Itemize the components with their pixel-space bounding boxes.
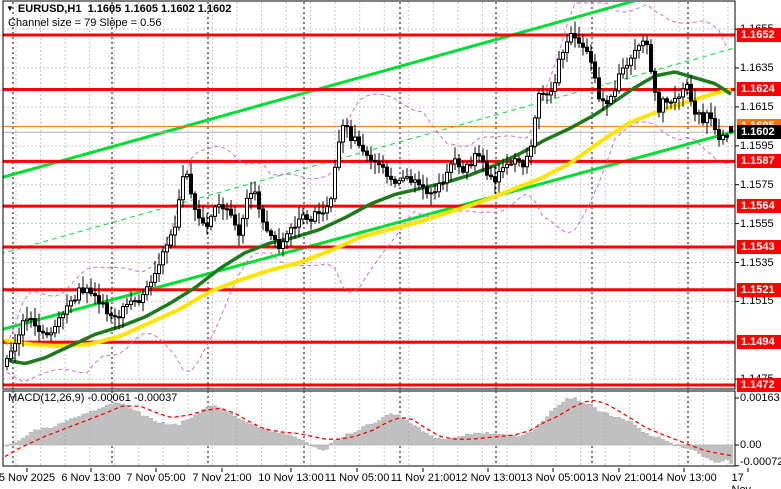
price-axis-label: 1.1575 xyxy=(740,178,774,191)
price-axis-label: 1.1515 xyxy=(740,295,774,308)
grid-lines xyxy=(3,2,735,466)
yellow-ma-line xyxy=(4,87,732,348)
level-price-tag: 1.1543 xyxy=(737,239,781,254)
channel-info-label: Channel size = 79 Slope = 0.56 xyxy=(8,17,162,29)
level-price-tag: 1.1521 xyxy=(737,282,781,297)
pane-borders xyxy=(2,0,749,472)
level-price-tag: 1.1564 xyxy=(737,199,781,214)
price-axis-label: 1.1595 xyxy=(740,139,774,152)
macd-axis-label: 0.00 xyxy=(740,439,762,451)
price-axis-label: 1.1615 xyxy=(740,100,774,113)
level-price-tag: 1.1472 xyxy=(737,378,781,392)
time-axis-label[interactable]: 10 Nov 13:00 xyxy=(258,472,324,484)
macd-name: MACD(12,26,9) xyxy=(8,392,85,404)
regression-channel xyxy=(3,2,735,331)
time-axis-label[interactable]: 7 Nov 21:00 xyxy=(192,472,252,484)
level-price-tag: 1.1587 xyxy=(737,154,781,169)
channel-upper-line xyxy=(3,2,637,179)
symbol-timeframe: EURUSD,H1 xyxy=(17,3,82,15)
candlestick-series xyxy=(5,21,733,371)
time-axis-label[interactable]: 13 Nov 05:00 xyxy=(520,472,586,484)
price-axis-label: 1.1635 xyxy=(740,62,774,75)
macd-signal-value: -0.00037 xyxy=(133,392,178,404)
time-axis-label[interactable]: 6 Nov 13:00 xyxy=(61,472,121,484)
macd-histogram xyxy=(3,397,735,464)
time-axis-label[interactable]: 11 Nov 21:00 xyxy=(390,472,456,484)
current-price-tag: 1.1602 xyxy=(737,125,781,140)
time-axis-label[interactable]: 11 Nov 05:00 xyxy=(324,472,390,484)
time-axis-label[interactable]: 5 Nov 2025 xyxy=(0,472,56,484)
time-axis-label[interactable]: 12 Nov 13:00 xyxy=(455,472,521,484)
time-axis-label[interactable]: 17 Nov 05:00 xyxy=(731,472,752,489)
symbol-dropdown-icon[interactable]: ▼ xyxy=(6,4,14,13)
macd-signal-line xyxy=(4,399,734,458)
macd-axis-label: 0.00163 xyxy=(740,392,780,405)
level-price-tag: 1.1624 xyxy=(737,82,781,97)
time-axis-label[interactable]: 7 Nov 05:00 xyxy=(126,472,186,484)
macd-axis-label: -0.00072 xyxy=(740,456,781,468)
macd-indicator-label: MACD(12,26,9) -0.00061 -0.00037 xyxy=(8,392,177,404)
bollinger-bands xyxy=(6,2,728,383)
macd-main-value: -0.00061 xyxy=(87,392,131,404)
bollinger-lower xyxy=(6,121,728,383)
bollinger-upper xyxy=(6,2,728,346)
time-axis-label[interactable]: 14 Nov 13:00 xyxy=(651,472,717,484)
channel-lower-line xyxy=(3,129,735,331)
time-axis-label[interactable]: 13 Nov 21:00 xyxy=(586,472,652,484)
horizontal-levels xyxy=(3,33,735,387)
level-price-tag: 1.1652 xyxy=(737,28,781,42)
price-axis-label: 1.1535 xyxy=(740,256,774,269)
moving-averages xyxy=(4,70,732,366)
ohlc-quotes: 1.1605 1.1605 1.1602 1.1602 xyxy=(87,3,232,15)
price-axis-label: 1.1555 xyxy=(740,217,774,230)
green-ma-line xyxy=(4,70,732,366)
level-price-tag: 1.1494 xyxy=(737,335,781,350)
chart-header: ▼ EURUSD,H1 1.1605 1.1605 1.1602 1.1602 xyxy=(6,3,231,15)
